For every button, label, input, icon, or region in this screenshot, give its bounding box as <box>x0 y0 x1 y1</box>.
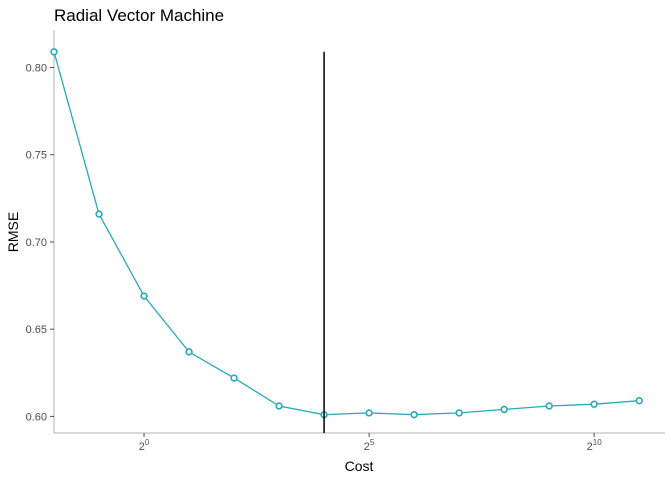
data-point <box>545 402 553 410</box>
data-point <box>50 48 58 56</box>
chart-title: Radial Vector Machine <box>54 6 224 25</box>
y-tick-label: 0.65 <box>26 324 47 336</box>
data-point <box>185 348 193 356</box>
data-point <box>230 374 238 382</box>
x-tick-label: 210 <box>587 438 603 453</box>
y-tick-label: 0.60 <box>26 411 47 423</box>
data-point <box>95 210 103 218</box>
y-tick-label: 0.80 <box>26 63 47 75</box>
y-axis-title: RMSE <box>5 212 21 252</box>
data-point <box>275 402 283 410</box>
x-axis-title: Cost <box>345 458 374 474</box>
data-point <box>140 292 148 300</box>
x-tick-label: 20 <box>139 438 150 453</box>
y-tick-label: 0.75 <box>26 150 47 162</box>
series-line <box>53 51 640 416</box>
y-tick-label: 0.70 <box>26 237 47 249</box>
data-point <box>410 410 418 419</box>
axes: 0.60 0.65 0.70 0.75 0.80 20 25 210 <box>26 30 665 453</box>
data-point <box>500 405 508 414</box>
data-point <box>635 397 643 405</box>
x-tick-label: 25 <box>364 438 375 453</box>
data-point <box>590 400 598 408</box>
data-point <box>455 409 463 417</box>
data-point <box>365 409 373 417</box>
plot-marks <box>50 48 643 433</box>
